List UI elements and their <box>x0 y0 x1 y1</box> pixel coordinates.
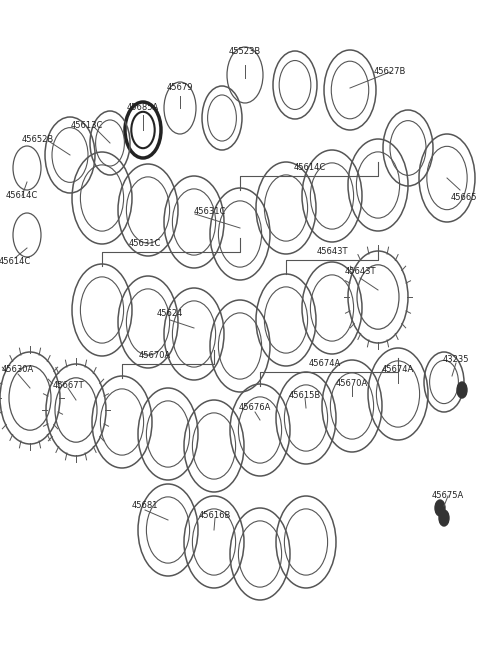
Text: 45615B: 45615B <box>289 390 321 400</box>
Text: 45667T: 45667T <box>52 380 84 390</box>
Text: 45652B: 45652B <box>22 136 54 144</box>
Text: 45681: 45681 <box>132 501 158 510</box>
Text: 45631C: 45631C <box>194 207 226 216</box>
Text: 45630A: 45630A <box>2 365 34 375</box>
Text: 45614C: 45614C <box>6 192 38 201</box>
Text: 45627B: 45627B <box>374 68 406 77</box>
Text: 45643T: 45643T <box>344 268 376 276</box>
Ellipse shape <box>457 382 467 398</box>
Ellipse shape <box>439 510 449 526</box>
Text: 45670A: 45670A <box>336 379 368 388</box>
Text: 45665: 45665 <box>451 194 477 203</box>
Ellipse shape <box>435 500 445 516</box>
Text: 45679: 45679 <box>167 83 193 92</box>
Text: 45676A: 45676A <box>239 403 271 413</box>
Text: 45685A: 45685A <box>127 104 159 112</box>
Text: 45674A: 45674A <box>382 365 414 375</box>
Text: 45631C: 45631C <box>129 239 161 249</box>
Text: 45614C: 45614C <box>294 163 326 173</box>
Text: 45670A: 45670A <box>139 352 171 361</box>
Text: 45616B: 45616B <box>199 512 231 520</box>
Text: 45624: 45624 <box>157 310 183 319</box>
Text: 45643T: 45643T <box>316 247 348 256</box>
Text: 45523B: 45523B <box>229 47 261 56</box>
Text: 45614C: 45614C <box>0 258 31 266</box>
Text: 43235: 43235 <box>443 356 469 365</box>
Text: 45675A: 45675A <box>432 491 464 501</box>
Text: 45674A: 45674A <box>309 359 341 369</box>
Text: 45613C: 45613C <box>71 121 103 129</box>
